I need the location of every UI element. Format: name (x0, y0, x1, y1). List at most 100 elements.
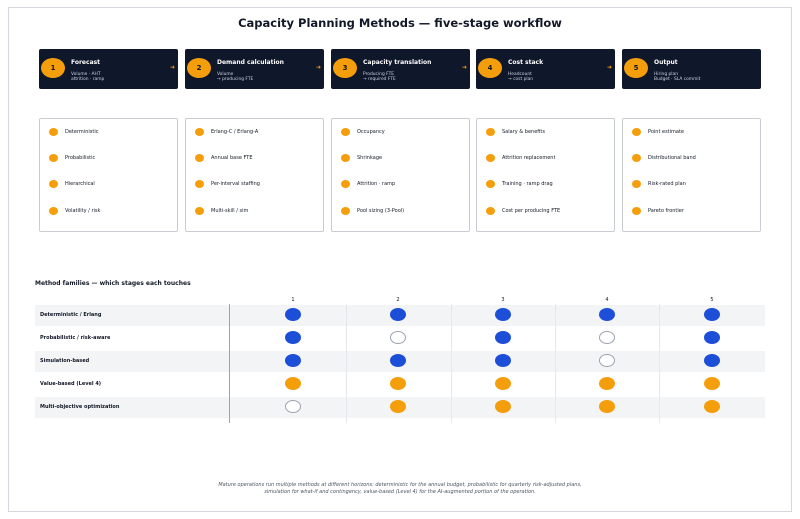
column-divider (346, 304, 347, 423)
stage-description: Hiring plan Budget · SLA commit (654, 72, 701, 83)
stage-description: Volume · AHT attrition · ramp (71, 72, 105, 83)
bullet-dot-icon (632, 154, 641, 162)
method-label: Point estimate (648, 129, 685, 135)
bullet-dot-icon (195, 207, 204, 215)
stage-number-badge: 1 (41, 58, 65, 78)
bullet-dot-icon (341, 207, 350, 215)
method-label: Salary & benefits (502, 129, 545, 135)
row-label: Probabilistic / risk-aware (40, 335, 111, 341)
stage-coverage-dot-blue (495, 354, 511, 367)
bullet-dot-icon (486, 154, 495, 162)
bullet-dot-icon (195, 128, 204, 136)
stage-card-3: 3 Capacity translation Producing FTE → req… (331, 49, 470, 89)
stage-description: Volume → producing FTE (217, 72, 254, 83)
column-divider (451, 304, 452, 423)
row-label: Multi-objective optimization (40, 404, 120, 410)
bullet-dot-icon (49, 154, 58, 162)
bullet-dot-icon (49, 128, 58, 136)
stage-card-2: 2 Demand calculation Volume → producing FT… (185, 49, 324, 89)
stage-number-badge: 2 (187, 58, 211, 78)
column-header-stage-2: 2 (396, 297, 400, 303)
method-card-stage-2: Erlang-C / Erlang-A Annual base FTE Per-in… (185, 118, 324, 232)
method-label: Distributional band (648, 155, 696, 161)
method-card-stage-3: Occupancy Shrinkage Attrition · ramp Pool s… (331, 118, 470, 232)
diagram-frame (8, 7, 792, 512)
bullet-dot-icon (486, 180, 495, 188)
stage-description: Producing FTE → required FTE (363, 72, 396, 83)
bullet-dot-icon (49, 207, 58, 215)
bullet-dot-icon (195, 154, 204, 162)
stage-coverage-dot-orange (390, 377, 406, 390)
stage-coverage-dot-blue (390, 308, 406, 321)
bullet-dot-icon (49, 180, 58, 188)
arrow-right-icon: ➜ (607, 64, 613, 71)
stage-card-4: 4 Cost stack Headcount → cost plan (476, 49, 615, 89)
bullet-dot-icon (632, 128, 641, 136)
method-card-stage-5: Point estimate Distributional band Risk-ra… (622, 118, 761, 232)
stage-name: Output (654, 59, 678, 66)
method-label: Per-interval staffing (211, 181, 260, 187)
stage-name: Forecast (71, 59, 101, 66)
stage-coverage-dot-orange (599, 400, 615, 413)
stage-number-badge: 5 (624, 58, 648, 78)
stage-coverage-dot-orange (704, 400, 720, 413)
row-label: Deterministic / Erlang (40, 312, 102, 318)
bullet-dot-icon (341, 128, 350, 136)
arrow-right-icon: ➜ (316, 64, 322, 71)
bullet-dot-icon (341, 154, 350, 162)
stage-coverage-dot-empty (599, 331, 615, 344)
method-label: Erlang-C / Erlang-A (211, 129, 259, 135)
method-label: Attrition · ramp (357, 181, 396, 187)
stage-card-1: 1 Forecast Volume · AHT attrition · ramp (39, 49, 178, 89)
column-divider (555, 304, 556, 423)
stage-card-5: 5 Output Hiring plan Budget · SLA commit (622, 49, 761, 89)
stage-coverage-dot-empty (390, 331, 406, 344)
arrow-right-icon: ➜ (462, 64, 468, 71)
stage-coverage-dot-blue (704, 354, 720, 367)
stage-coverage-dot-blue (390, 354, 406, 367)
bullet-dot-icon (486, 207, 495, 215)
column-header-stage-5: 5 (710, 297, 714, 303)
stage-name: Capacity translation (363, 59, 432, 66)
method-card-stage-4: Salary & benefits Attrition replacement Tr… (476, 118, 615, 232)
stage-coverage-dot-orange (390, 400, 406, 413)
column-divider (229, 304, 230, 423)
page-title: Capacity Planning Methods — five-stage w… (238, 16, 562, 30)
method-label: Attrition replacement (502, 155, 556, 161)
column-header-stage-3: 3 (501, 297, 505, 303)
method-label: Risk-rated plan (648, 181, 686, 187)
stage-coverage-dot-orange (495, 377, 511, 390)
matrix-row: Value-based (Level 4) (35, 374, 765, 395)
method-card-stage-1: Deterministic Probabilistic Hierarchical Vo… (39, 118, 178, 232)
bullet-dot-icon (195, 180, 204, 188)
footnote-line-2: simulation for what-if and contingency, … (264, 488, 536, 495)
method-label: Hierarchical (65, 181, 95, 187)
method-label: Shrinkage (357, 155, 383, 161)
stage-coverage-dot-orange (285, 377, 301, 390)
method-label: Occupancy (357, 129, 385, 135)
stage-coverage-dot-blue (495, 331, 511, 344)
stage-name: Cost stack (508, 59, 544, 66)
stage-coverage-dot-blue (495, 308, 511, 321)
stage-description: Headcount → cost plan (508, 72, 534, 83)
stage-coverage-dot-orange (599, 377, 615, 390)
stage-coverage-dot-empty (285, 400, 301, 413)
row-label: Value-based (Level 4) (40, 381, 102, 387)
stage-coverage-dot-blue (599, 308, 615, 321)
stage-coverage-dot-orange (495, 400, 511, 413)
bullet-dot-icon (632, 207, 641, 215)
bullet-dot-icon (486, 128, 495, 136)
stage-coverage-dot-blue (285, 331, 301, 344)
stage-coverage-dot-orange (704, 377, 720, 390)
stage-number-badge: 3 (333, 58, 357, 78)
method-label: Training · ramp drag (502, 181, 553, 187)
stage-coverage-dot-blue (285, 308, 301, 321)
matrix-row: Probabilistic / risk-aware (35, 328, 765, 349)
method-label: Probabilistic (65, 155, 96, 161)
arrow-right-icon: ➜ (170, 64, 176, 71)
footnote: Mature operations run multiple methods a… (0, 482, 800, 495)
method-label: Multi-skill / sim (211, 208, 249, 214)
row-label: Simulation-based (40, 358, 90, 364)
column-divider (659, 304, 660, 423)
method-label: Deterministic (65, 129, 99, 135)
